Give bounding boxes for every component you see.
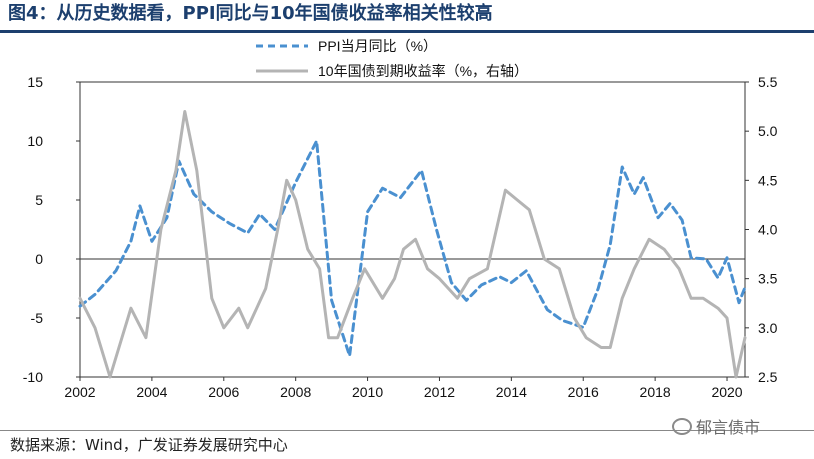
left-tick-label: -10 <box>23 369 43 385</box>
right-tick-label: 3.0 <box>758 320 778 336</box>
left-tick-label: 5 <box>35 192 43 208</box>
x-tick-label: 2016 <box>568 384 599 400</box>
right-tick-label: 5.0 <box>758 123 778 139</box>
chart: 15 10 5 0 -5 -10 5.5 5.0 4.5 4.0 3.5 3.0 2.5 2002 2004… <box>23 38 778 400</box>
watermark-text: 郁言债市 <box>696 418 761 437</box>
footer-divider <box>0 430 814 431</box>
x-tick-label: 2010 <box>352 384 383 400</box>
watermark: 郁言债市 <box>672 414 760 438</box>
plot-frame <box>79 81 746 378</box>
right-tick-label: 4.5 <box>758 172 778 188</box>
right-tick-label: 5.5 <box>758 74 778 90</box>
x-tick-label: 2018 <box>640 384 671 400</box>
left-tick-label: -5 <box>31 310 44 326</box>
x-tick-label: 2002 <box>64 384 95 400</box>
ppi-series-line <box>78 139 747 358</box>
title-underline <box>0 30 814 33</box>
right-tick-label: 4.0 <box>758 222 778 238</box>
right-tick-label: 3.5 <box>758 271 778 287</box>
legend-label: PPI当月同比（%） <box>318 38 437 54</box>
x-tick-label: 2004 <box>136 384 167 400</box>
chart-title: 图4：从历史数据看，PPI同比与10年国债收益率相关性较高 <box>8 3 493 24</box>
x-tick-label: 2012 <box>424 384 455 400</box>
left-tick-label: 15 <box>27 74 43 90</box>
x-tick-label: 2020 <box>711 384 742 400</box>
left-tick-label: 10 <box>27 133 43 149</box>
x-tick-label: 2008 <box>280 384 311 400</box>
left-tick-label: 0 <box>35 251 43 267</box>
x-tick-label: 2006 <box>208 384 239 400</box>
x-tick-label: 2014 <box>496 384 527 400</box>
legend-label: 10年国债到期收益率（%，右轴） <box>318 63 528 79</box>
right-tick-label: 2.5 <box>758 369 778 385</box>
yield-series-line <box>78 110 747 379</box>
source-note: 数据来源：Wind，广发证券发展研究中心 <box>10 436 288 454</box>
wechat-icon <box>672 418 692 435</box>
